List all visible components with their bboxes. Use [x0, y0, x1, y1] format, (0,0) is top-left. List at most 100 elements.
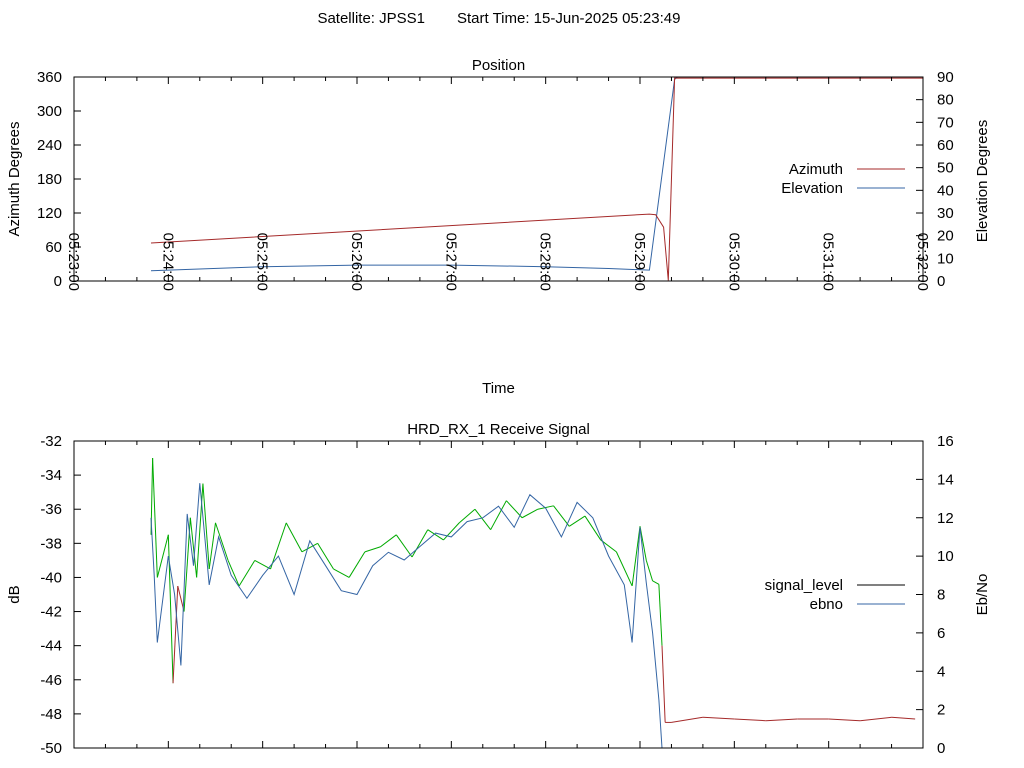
signal-level-segment	[189, 517, 198, 578]
x-tick-label: 05:24:00	[159, 233, 176, 291]
signal-level-segment	[658, 584, 663, 646]
y-tick-label: -46	[40, 672, 62, 689]
x-tick-label: 05:30:00	[725, 233, 742, 291]
legend-label: Elevation	[781, 180, 843, 197]
signal-level-segment	[172, 585, 179, 684]
receive-signal-chart: HRD_RX_1 Receive Signal -50 -48 -46 -44 -42 -4…	[6, 421, 991, 757]
signal-level-segment	[380, 534, 397, 548]
signal-level-segment	[270, 522, 287, 570]
signal-level-segment	[860, 716, 892, 722]
signal-level-segment	[238, 560, 256, 587]
ebno-series-line	[150, 483, 663, 749]
y-tick-label: 240	[37, 137, 62, 154]
y2-tick-label: 0	[937, 740, 945, 757]
y2-tick-label: 70	[937, 114, 954, 131]
y-tick-label: -38	[40, 535, 62, 552]
y-tick-label: 0	[54, 273, 62, 290]
signal-level-segment	[631, 526, 641, 587]
x-tick-label: 05:32:00	[914, 233, 931, 291]
x-tick-label: 05:23:00	[65, 233, 82, 291]
y-axis-label: dB	[6, 585, 23, 603]
signal-level-segment	[364, 546, 381, 553]
signal-level-segment	[411, 529, 429, 558]
signal-level-segment	[474, 508, 492, 530]
y-tick-label: -48	[40, 706, 62, 723]
y-tick-label: 180	[37, 171, 62, 188]
y2-tick-label: 20	[937, 228, 954, 245]
x-tick-label: 05:31:00	[820, 233, 837, 291]
y2-tick-label: 10	[937, 250, 954, 267]
y-tick-label: -36	[40, 501, 62, 518]
signal-level-segment	[671, 716, 703, 723]
signal-level-segment	[615, 551, 633, 587]
x-tick-label: 05:29:00	[631, 233, 648, 291]
y2-tick-label: 90	[937, 69, 954, 86]
signal-level-segment	[202, 483, 210, 569]
y2-tick-label: 10	[937, 548, 954, 565]
y2-tick-label: 30	[937, 205, 954, 222]
y2-tick-label: 16	[937, 433, 954, 450]
x-tick-label: 05:27:00	[442, 233, 459, 291]
y2-axis-label: Elevation Degrees	[974, 120, 991, 243]
y2-tick-label: 14	[937, 471, 954, 488]
signal-level-segment	[215, 522, 229, 561]
position-chart: Position 05:23:00 05:24:00 05:25:00 05:26:00…	[6, 57, 991, 397]
signal-level-segment	[227, 560, 240, 587]
y2-tick-label: 4	[937, 663, 945, 680]
signal-level-segment	[645, 560, 654, 582]
y2-tick-label: 0	[937, 273, 945, 290]
signal-level-segment	[734, 718, 766, 722]
signal-level-segment	[317, 543, 334, 570]
signal-level-segment	[156, 534, 169, 578]
y2-tick-label: 8	[937, 587, 945, 604]
signal-level-segment	[661, 645, 666, 723]
start-time-label: Start Time: 15-Jun-2025 05:23:49	[457, 10, 680, 27]
chart-title: HRD_RX_1 Receive Signal	[407, 421, 590, 438]
azimuth-series-line	[150, 77, 923, 281]
y2-tick-label: 12	[937, 510, 954, 527]
signal-level-segment	[348, 551, 366, 578]
signal-level-segment	[702, 716, 735, 720]
signal-level-segment	[553, 505, 570, 527]
signal-level-segment	[333, 568, 350, 578]
x-tick-label: 05:25:00	[254, 233, 271, 291]
signal-level-segment	[395, 534, 413, 558]
plot-frame	[73, 76, 924, 282]
y-axis-label: Azimuth Degrees	[6, 121, 23, 236]
signal-level-segment	[427, 529, 444, 541]
y-tick-label: -44	[40, 638, 62, 655]
signal-level-segment	[505, 500, 523, 519]
signal-level-segment	[254, 559, 271, 570]
y2-tick-label: 2	[937, 702, 945, 719]
y-tick-label: -34	[40, 467, 62, 484]
signal-level-segment	[490, 500, 507, 530]
signal-level-segment	[584, 515, 602, 541]
y-tick-label: -40	[40, 569, 62, 586]
y-tick-label: 120	[37, 205, 62, 222]
y-tick-label: -42	[40, 604, 62, 621]
plot-frame	[73, 440, 924, 749]
signal-level-segment	[443, 522, 460, 541]
y-tick-label: 360	[37, 69, 62, 86]
y-tick-label: -32	[40, 433, 62, 450]
signal-level-segment	[600, 539, 617, 553]
signal-level-segment	[568, 515, 586, 527]
signal-level-segment	[301, 542, 318, 553]
y-tick-label: 300	[37, 103, 62, 120]
y-tick-label: 60	[45, 239, 62, 256]
chart-title: Position	[472, 57, 525, 74]
signal-level-segment	[152, 458, 158, 578]
signal-level-segment	[891, 716, 916, 720]
satellite-label: Satellite: JPSS1	[317, 10, 425, 27]
signal-level-segment	[765, 718, 798, 722]
signal-level-segment	[458, 508, 476, 524]
signal-level-segment	[652, 580, 660, 585]
signal-level-segment	[208, 522, 216, 569]
y2-tick-label: 80	[937, 92, 954, 109]
legend-label: ebno	[810, 596, 843, 613]
y2-axis-label: Eb/No	[974, 574, 991, 616]
signal-level-segment	[521, 508, 539, 519]
x-tick-label: 05:28:00	[537, 233, 554, 291]
y2-tick-label: 40	[937, 182, 954, 199]
